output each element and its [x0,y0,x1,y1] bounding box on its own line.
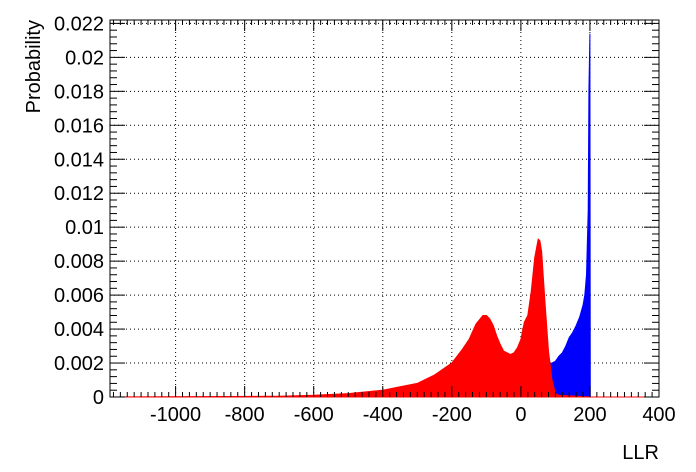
x-axis-title: LLR [622,442,659,464]
series-group [109,33,659,398]
x-tick-label: 400 [642,404,675,426]
y-tick-label: 0 [93,387,104,409]
x-tick-labels: -1000 -800 -600 -400 -200 0 200 400 [150,404,676,426]
y-tick-label: 0.018 [54,81,104,103]
x-tick-label: -800 [225,404,265,426]
axis-ticks [110,20,660,398]
y-axis-title: Probability [23,20,45,113]
y-tick-label: 0.01 [65,217,104,239]
y-tick-label: 0.002 [54,353,104,375]
y-tick-label: 0.012 [54,183,104,205]
y-tick-label: 0.016 [54,115,104,137]
x-tick-label: -1000 [150,404,201,426]
y-tick-label: 0.004 [54,319,104,341]
y-tick-label: 0.014 [54,149,104,171]
y-tick-label: 0.006 [54,285,104,307]
x-tick-label: 0 [515,404,526,426]
x-tick-label: -400 [363,404,403,426]
y-tick-label: 0.022 [54,13,104,35]
x-tick-label: -600 [294,404,334,426]
series-1-area [109,238,659,398]
y-tick-labels: 0 0.002 0.004 0.006 0.008 0.01 0.012 0.014 0.016… [54,13,104,409]
y-tick-label: 0.008 [54,251,104,273]
x-tick-label: -200 [432,404,472,426]
y-tick-label: 0.02 [65,47,104,69]
x-tick-label: 200 [573,404,606,426]
